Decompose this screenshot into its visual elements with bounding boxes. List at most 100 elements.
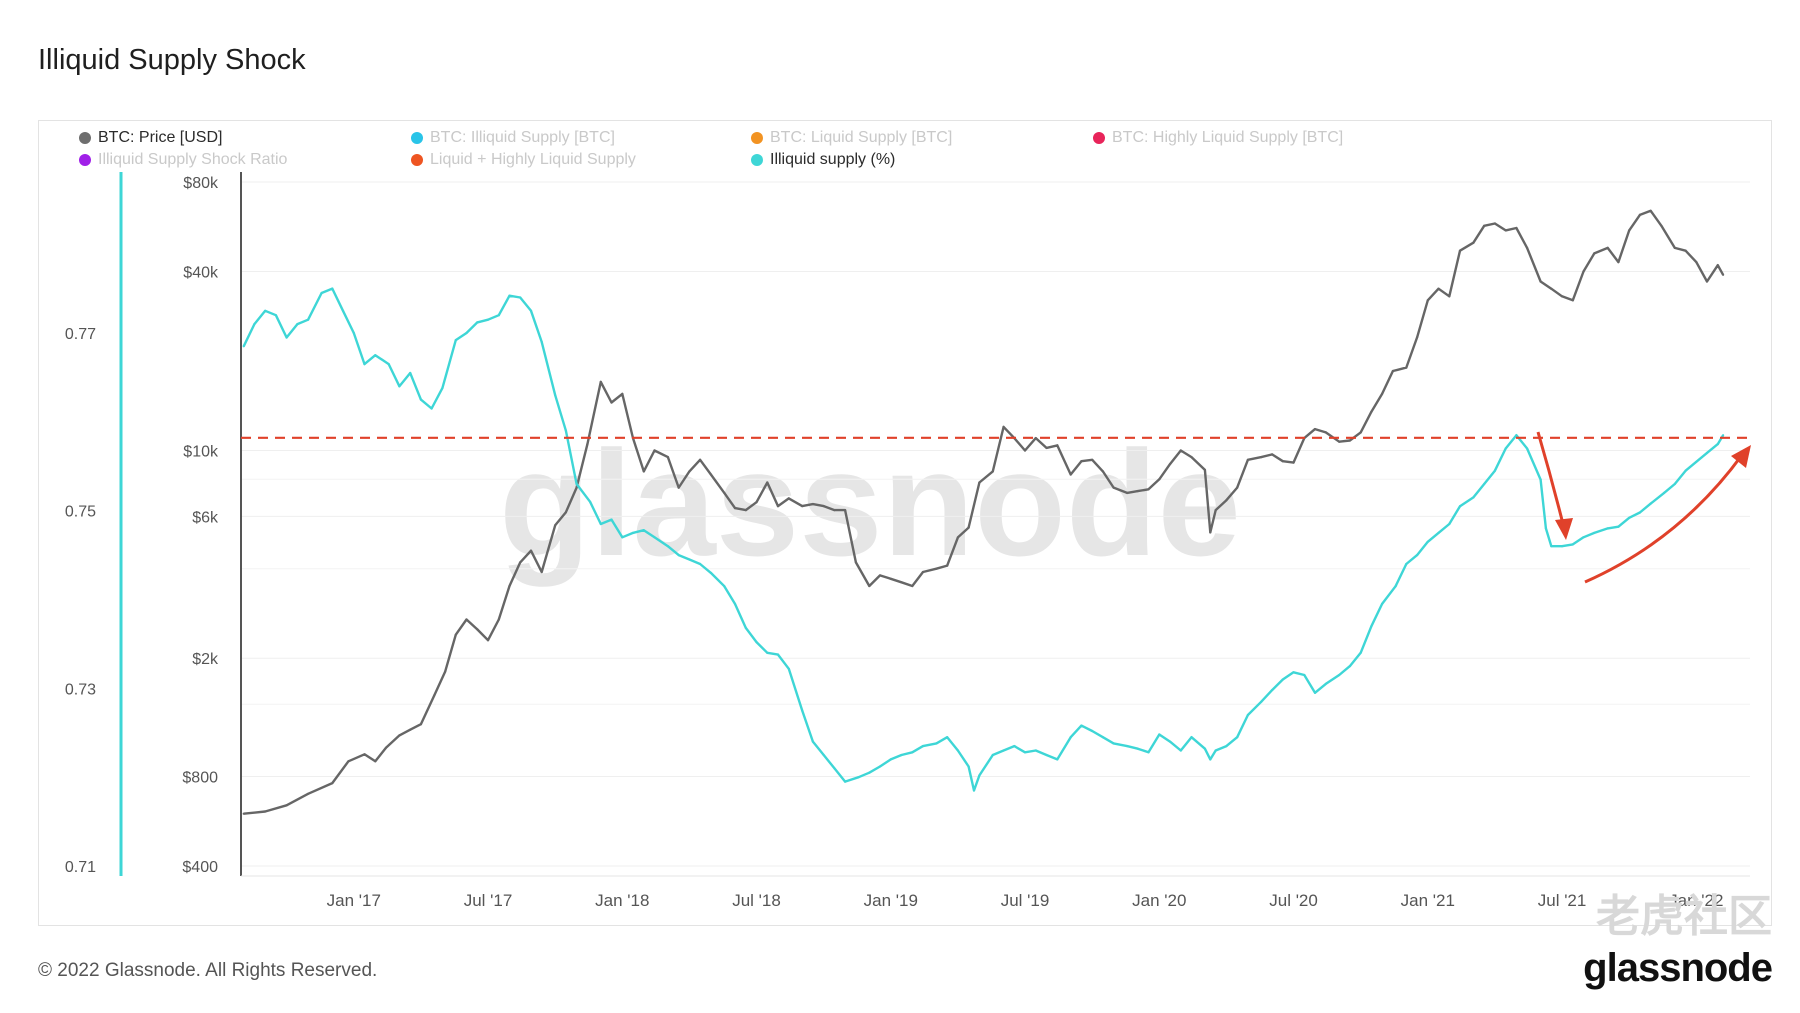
illiquid-supply-point bbox=[935, 742, 938, 745]
price-point bbox=[709, 473, 713, 476]
legend-item[interactable]: Liquid + Highly Liquid Supply bbox=[411, 151, 636, 169]
legend-label: BTC: Illiquid Supply [BTC] bbox=[430, 129, 615, 146]
price-point bbox=[465, 618, 468, 621]
illiquid-supply-point bbox=[755, 641, 758, 644]
price-point bbox=[1628, 229, 1631, 232]
illiquid-supply-point bbox=[1101, 736, 1104, 739]
legend-label: BTC: Liquid Supply [BTC] bbox=[770, 129, 953, 146]
illiquid-supply-point bbox=[564, 429, 568, 432]
price-point bbox=[610, 401, 613, 404]
illiquid-supply-point bbox=[723, 585, 726, 588]
price-point bbox=[599, 380, 602, 383]
price-point bbox=[1292, 461, 1295, 464]
arrow-up-shaft bbox=[1584, 454, 1744, 584]
price-point bbox=[935, 567, 938, 570]
illiquid-supply-point bbox=[1246, 713, 1249, 717]
illiquid-supply-point bbox=[1593, 531, 1596, 535]
price-point bbox=[374, 760, 377, 763]
illiquid-supply-point bbox=[307, 318, 310, 321]
illiquid-supply-point bbox=[1638, 511, 1641, 514]
illiquid-supply-point bbox=[833, 767, 836, 770]
illiquid-supply-point bbox=[744, 626, 747, 630]
price-point bbox=[1381, 392, 1384, 395]
illiquid-supply-point bbox=[264, 309, 267, 312]
legend-item[interactable]: Illiquid Supply Shock Ratio bbox=[79, 151, 287, 169]
illiquid-supply-point bbox=[978, 774, 981, 777]
price-point bbox=[1126, 491, 1129, 494]
illiquid-supply-point bbox=[766, 651, 769, 654]
price-point bbox=[1515, 226, 1518, 230]
arrow-down-shaft bbox=[1536, 431, 1566, 529]
price-point bbox=[1617, 261, 1620, 264]
illiquid-supply-point bbox=[610, 518, 613, 521]
price-point bbox=[1426, 299, 1429, 302]
illiquid-supply-point bbox=[1571, 543, 1574, 546]
price-point bbox=[519, 561, 522, 564]
price-point bbox=[1209, 531, 1212, 534]
illiquid-supply-point bbox=[1158, 733, 1161, 736]
price-point bbox=[1560, 295, 1564, 298]
illiquid-supply-point bbox=[1056, 758, 1059, 761]
price-point bbox=[956, 536, 960, 539]
price-point bbox=[1493, 222, 1496, 225]
illiquid-supply-point bbox=[242, 345, 245, 348]
illiquid-supply-point bbox=[1281, 678, 1284, 681]
price-point bbox=[666, 456, 670, 459]
price-point bbox=[1091, 458, 1094, 461]
price-point bbox=[854, 561, 858, 564]
price-point bbox=[868, 584, 871, 588]
illiquid-supply-point bbox=[1504, 447, 1507, 450]
illiquid-supply-point bbox=[921, 745, 925, 748]
illiquid-supply-point bbox=[1582, 536, 1585, 539]
illiquid-supply-point bbox=[1209, 758, 1212, 761]
copyright-text: © 2022 Glassnode. All Rights Reserved. bbox=[38, 960, 378, 981]
legend-label: BTC: Highly Liquid Supply [BTC] bbox=[1112, 129, 1344, 146]
price-point bbox=[1260, 456, 1263, 459]
illiquid-supply-point bbox=[1168, 740, 1172, 743]
illiquid-supply-point bbox=[1348, 665, 1351, 668]
legend-item[interactable]: BTC: Illiquid Supply [BTC] bbox=[411, 129, 615, 147]
legend-item[interactable]: BTC: Highly Liquid Supply [BTC] bbox=[1093, 129, 1343, 147]
illiquid-supply-point bbox=[1080, 724, 1083, 727]
price-point bbox=[1069, 473, 1072, 476]
illiquid-supply-point bbox=[1684, 469, 1687, 472]
price-point bbox=[1281, 460, 1284, 463]
illiquid-supply-point bbox=[575, 482, 578, 486]
legend-dot bbox=[411, 132, 423, 144]
illiquid-supply-point bbox=[1190, 736, 1193, 739]
illiquid-supply-point bbox=[1034, 749, 1037, 752]
y-right-tick-label: 0.75 bbox=[65, 504, 96, 521]
price-point bbox=[1158, 478, 1161, 481]
price-point bbox=[1722, 273, 1725, 276]
price-point bbox=[1504, 229, 1507, 232]
x-tick-label: Jul '20 bbox=[1269, 891, 1318, 910]
price-point bbox=[1271, 453, 1274, 456]
price-point bbox=[1716, 264, 1719, 267]
illiquid-supply-point bbox=[398, 385, 401, 388]
price-point bbox=[1526, 246, 1529, 249]
illiquid-supply-point bbox=[1695, 460, 1698, 463]
price-point bbox=[1705, 280, 1709, 283]
illiquid-supply-point bbox=[857, 776, 860, 779]
price-point bbox=[642, 470, 645, 473]
legend-item[interactable]: BTC: Liquid Supply [BTC] bbox=[751, 129, 952, 147]
illiquid-supply-point bbox=[844, 780, 847, 783]
illiquid-supply-point bbox=[599, 522, 602, 526]
illiquid-supply-point bbox=[1126, 745, 1129, 748]
legend-item[interactable]: Illiquid supply (%) bbox=[751, 151, 895, 169]
legend-dot bbox=[751, 154, 763, 166]
illiquid-supply-point bbox=[1472, 496, 1475, 499]
illiquid-supply-point bbox=[519, 296, 522, 299]
price-point bbox=[508, 584, 511, 588]
legend-item[interactable]: BTC: Price [USD] bbox=[79, 129, 222, 147]
illiquid-supply-point bbox=[454, 339, 457, 342]
price-point bbox=[1391, 369, 1394, 373]
illiquid-supply-point bbox=[1013, 745, 1016, 748]
illiquid-supply-point bbox=[1381, 602, 1384, 606]
illiquid-supply-point bbox=[1705, 451, 1709, 454]
price-point bbox=[433, 694, 436, 697]
price-point bbox=[1023, 449, 1027, 452]
price-point bbox=[776, 505, 780, 508]
illiquid-supply-point bbox=[1214, 749, 1217, 752]
